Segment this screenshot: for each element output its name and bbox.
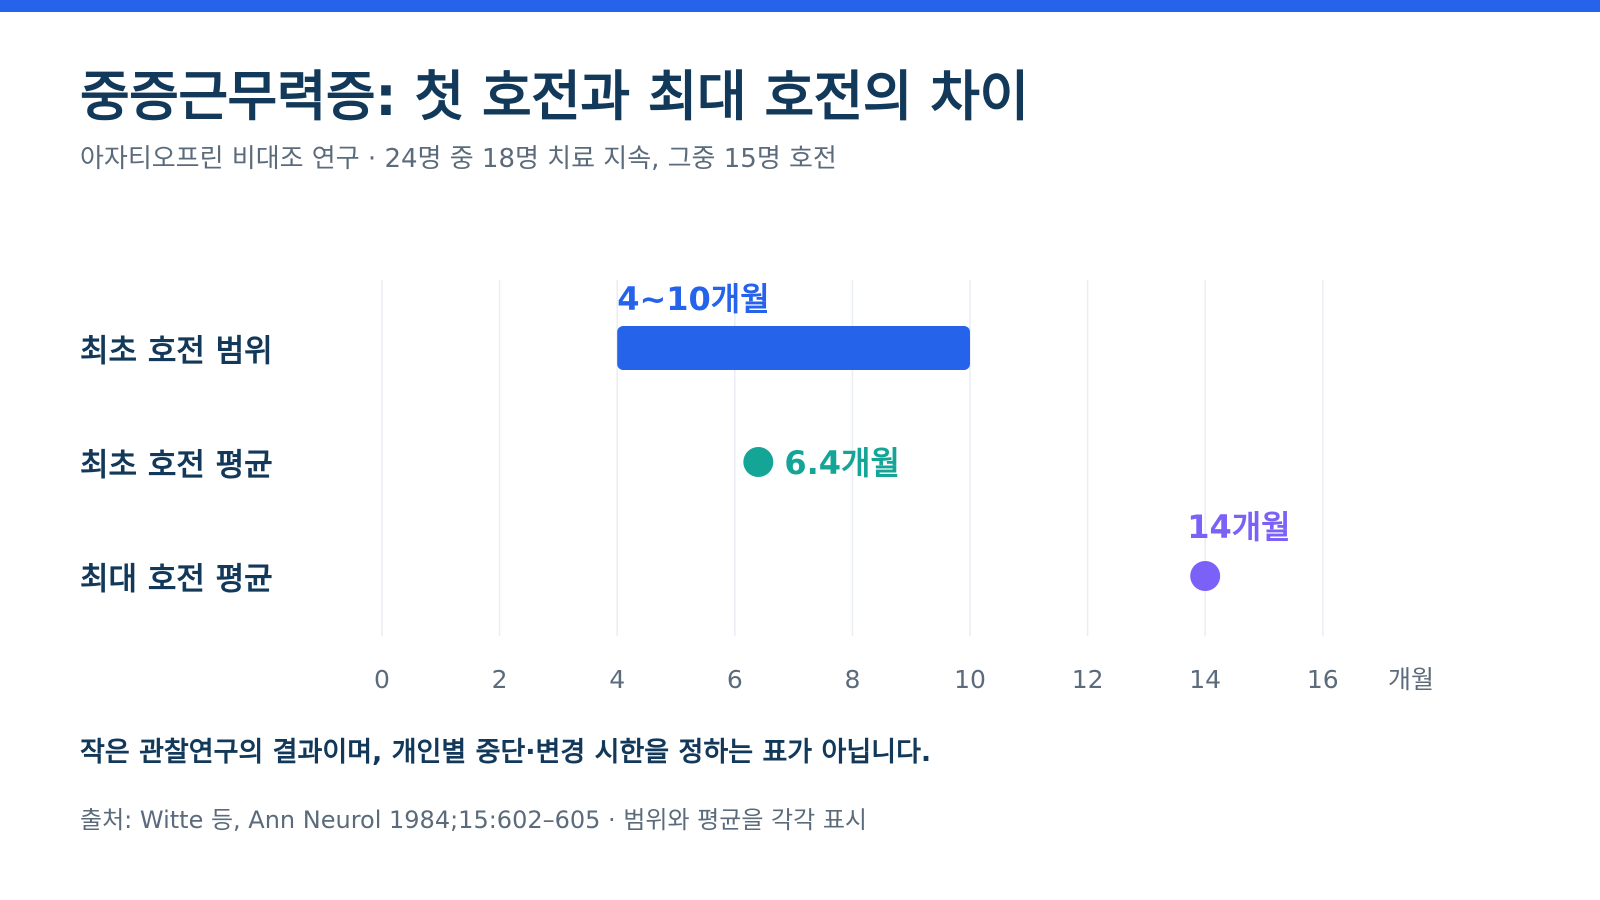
range-bar (617, 326, 970, 370)
row-label-first-improvement-mean: 최초 호전 평균 (80, 447, 273, 484)
max-mean-value-label: 14개월 (1187, 508, 1290, 546)
source-citation: 출처: Witte 등, Ann Neurol 1984;15:602–605 … (80, 806, 867, 834)
page-subtitle: 아자티오프린 비대조 연구 · 24명 중 18명 치료 지속, 그중 15명 … (80, 144, 837, 174)
row-label-max-improvement-mean: 최대 호전 평균 (80, 561, 273, 598)
page-title: 중증근무력증: 첫 호전과 최대 호전의 차이 (80, 65, 1029, 128)
mean-point (1190, 561, 1221, 591)
mean-value-label: 6.4개월 (784, 444, 900, 482)
top-accent-bar (0, 0, 1600, 12)
x-tick-label: 4 (609, 665, 625, 694)
x-tick-label: 12 (1072, 665, 1104, 694)
x-tick-label: 10 (954, 665, 986, 694)
x-tick-label: 14 (1189, 665, 1221, 694)
x-tick-label: 2 (492, 665, 508, 694)
x-axis-unit-label: 개월 (1388, 665, 1434, 694)
x-tick-label: 8 (844, 665, 860, 694)
x-tick-label: 16 (1307, 665, 1339, 694)
caveat-note: 작은 관찰연구의 결과이며, 개인별 중단·변경 시한을 정하는 표가 아닙니다… (80, 737, 932, 768)
x-tick-label: 0 (374, 665, 390, 694)
x-tick-label: 6 (727, 665, 743, 694)
mean-point (743, 447, 774, 477)
range-value-label: 4~10개월 (617, 280, 770, 318)
row-label-first-improvement-range: 최초 호전 범위 (80, 333, 273, 370)
